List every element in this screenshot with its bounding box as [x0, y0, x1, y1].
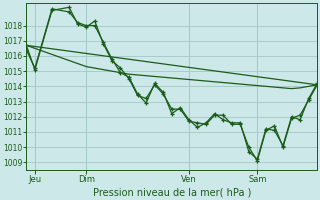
X-axis label: Pression niveau de la mer( hPa ): Pression niveau de la mer( hPa ): [92, 187, 251, 197]
